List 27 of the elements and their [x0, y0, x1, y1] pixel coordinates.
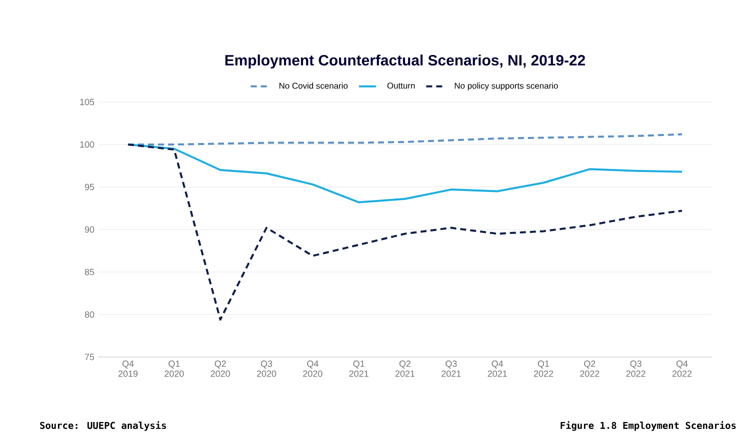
x-tick-label: Q2 2021 — [395, 360, 415, 377]
x-tick-label: Q3 2020 — [256, 360, 276, 377]
y-tick-label: 85 — [84, 268, 94, 276]
legend-label: No Covid scenario — [279, 82, 348, 89]
chart-title: Employment Counterfactual Scenarios, NI, 2019-22 — [225, 54, 586, 68]
x-tick-label: Q4 2021 — [488, 360, 507, 377]
x-tick-label: Q4 2020 — [303, 360, 322, 377]
y-tick-label: 100 — [80, 141, 94, 148]
legend-label: Outturn — [387, 82, 415, 89]
y-tick-label: 80 — [84, 311, 94, 318]
y-tick-label: 95 — [84, 184, 94, 190]
x-tick-label: Q1 2020 — [164, 360, 184, 377]
x-tick-label: Q2 2020 — [210, 360, 230, 377]
y-tick-label: 105 — [80, 98, 94, 106]
line-series — [127, 144, 683, 321]
source-note: Source: UUEPC analysis — [40, 421, 166, 431]
x-tick-label: Q3 2021 — [442, 360, 461, 377]
caption: Figure 1.8 Employment Scenarios — [560, 421, 736, 431]
legend-label: No policy supports scenario — [454, 82, 558, 90]
x-tick-label: Q4 2019 — [118, 360, 138, 377]
x-tick-label: Q1 2022 — [534, 360, 554, 377]
x-tick-label: Q2 2022 — [580, 360, 600, 377]
x-tick-label: Q3 2022 — [626, 360, 646, 377]
y-tick-label: 75 — [84, 354, 94, 360]
x-tick-label: Q1 2021 — [349, 360, 368, 377]
x-tick-label: Q4 2022 — [672, 360, 692, 377]
y-tick-label: 90 — [84, 226, 94, 233]
